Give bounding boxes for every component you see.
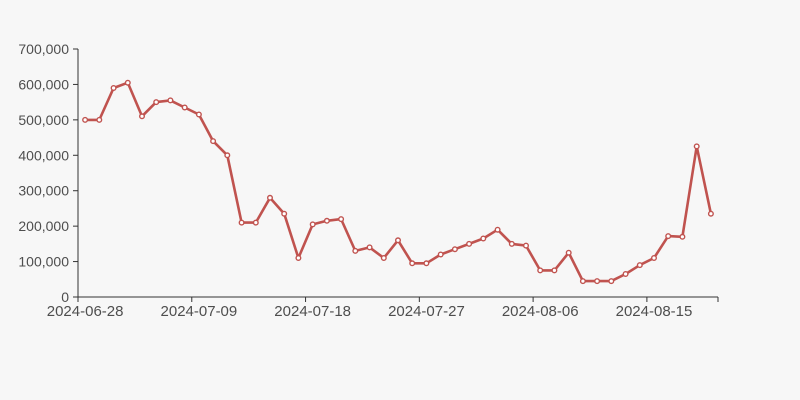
data-point-marker[interactable] bbox=[82, 116, 89, 123]
data-point-marker[interactable] bbox=[267, 194, 274, 201]
y-axis-tick-label: 300,000 bbox=[18, 183, 69, 199]
x-axis-tick-label: 2024-08-15 bbox=[616, 303, 693, 320]
y-axis-tick-label: 200,000 bbox=[18, 218, 69, 234]
data-point-marker[interactable] bbox=[608, 278, 615, 285]
data-point-marker[interactable] bbox=[309, 221, 316, 228]
x-axis-tick-label: 2024-07-18 bbox=[274, 303, 351, 320]
data-point-marker[interactable] bbox=[565, 249, 572, 256]
data-point-marker[interactable] bbox=[707, 210, 714, 217]
data-point-marker[interactable] bbox=[366, 244, 373, 251]
data-point-marker[interactable] bbox=[409, 260, 416, 267]
data-point-marker[interactable] bbox=[138, 113, 145, 120]
data-point-marker[interactable] bbox=[167, 97, 174, 104]
data-point-marker[interactable] bbox=[338, 216, 345, 223]
data-point-marker[interactable] bbox=[508, 240, 515, 247]
data-point-marker[interactable] bbox=[466, 240, 473, 247]
data-point-marker[interactable] bbox=[665, 233, 672, 240]
y-axis-tick-label: 500,000 bbox=[18, 112, 69, 128]
data-point-marker[interactable] bbox=[494, 226, 501, 233]
data-point-marker[interactable] bbox=[181, 104, 188, 111]
x-axis-tick-label: 2024-08-06 bbox=[502, 303, 579, 320]
x-axis-tick-label: 2024-07-09 bbox=[161, 303, 238, 320]
y-axis-tick-label: 600,000 bbox=[18, 76, 69, 92]
data-point-marker[interactable] bbox=[523, 242, 530, 249]
data-point-marker[interactable] bbox=[594, 278, 601, 285]
y-axis-tick-label: 0 bbox=[61, 289, 69, 305]
y-axis-tick-label: 700,000 bbox=[18, 41, 69, 57]
data-line bbox=[83, 81, 713, 283]
data-point-marker[interactable] bbox=[252, 219, 259, 226]
data-point-marker[interactable] bbox=[153, 99, 160, 106]
data-point-marker[interactable] bbox=[636, 262, 643, 269]
data-point-marker[interactable] bbox=[480, 235, 487, 242]
data-point-marker[interactable] bbox=[693, 143, 700, 150]
x-axis-tick-label: 2024-07-27 bbox=[388, 303, 465, 320]
data-point-marker[interactable] bbox=[395, 237, 402, 244]
data-point-marker[interactable] bbox=[224, 152, 231, 159]
data-point-marker[interactable] bbox=[210, 138, 217, 145]
data-point-marker[interactable] bbox=[551, 267, 558, 274]
y-axis-tick-label: 400,000 bbox=[18, 147, 69, 163]
data-point-marker[interactable] bbox=[96, 116, 103, 123]
axis-lines bbox=[77, 49, 718, 298]
data-point-marker[interactable] bbox=[281, 210, 288, 217]
data-point-marker[interactable] bbox=[679, 233, 686, 240]
data-point-marker[interactable] bbox=[295, 254, 302, 261]
data-point-marker[interactable] bbox=[622, 271, 629, 278]
data-point-marker[interactable] bbox=[423, 260, 430, 267]
data-point-marker[interactable] bbox=[352, 247, 359, 254]
data-point-marker[interactable] bbox=[451, 246, 458, 253]
data-point-marker[interactable] bbox=[195, 111, 202, 118]
x-axis-tick-label: 2024-06-28 bbox=[47, 303, 124, 320]
data-point-marker[interactable] bbox=[124, 79, 131, 86]
data-point-marker[interactable] bbox=[238, 219, 245, 226]
data-point-marker[interactable] bbox=[651, 254, 658, 261]
data-point-marker[interactable] bbox=[380, 254, 387, 261]
data-point-marker[interactable] bbox=[537, 267, 544, 274]
y-axis-tick-label: 100,000 bbox=[18, 254, 69, 270]
data-point-marker[interactable] bbox=[579, 278, 586, 285]
data-point-marker[interactable] bbox=[437, 251, 444, 258]
data-point-marker[interactable] bbox=[110, 84, 117, 91]
data-point-marker[interactable] bbox=[323, 217, 330, 224]
